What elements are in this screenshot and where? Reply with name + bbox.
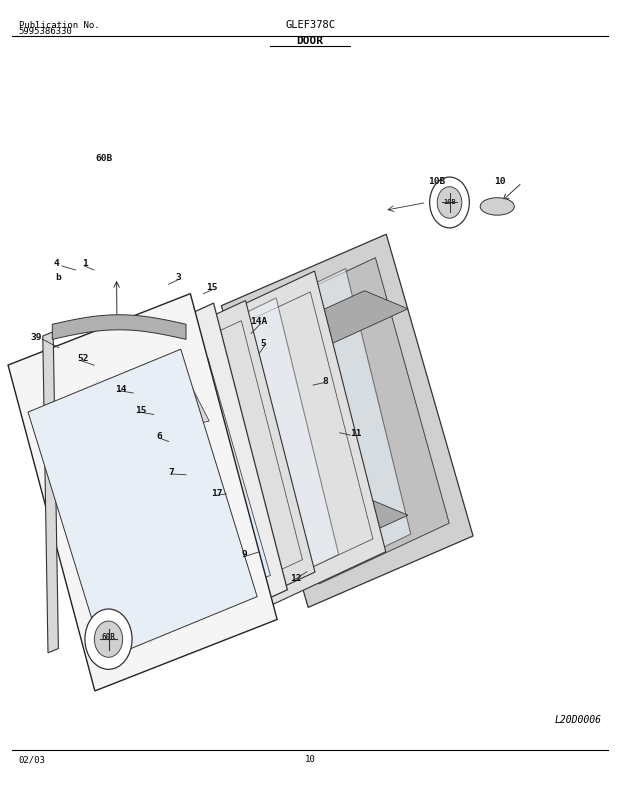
- Text: 12: 12: [290, 573, 302, 583]
- Text: 52: 52: [78, 354, 89, 364]
- Text: 11: 11: [350, 429, 362, 438]
- Polygon shape: [144, 379, 210, 431]
- Text: 15: 15: [135, 406, 147, 415]
- Text: 14: 14: [115, 384, 126, 394]
- Text: 3: 3: [175, 273, 181, 283]
- Text: 39: 39: [30, 333, 42, 342]
- Text: 8: 8: [323, 376, 329, 386]
- Text: 60B: 60B: [95, 154, 112, 164]
- Text: 10: 10: [494, 177, 506, 187]
- Text: 5: 5: [260, 338, 266, 348]
- Text: 02/03: 02/03: [19, 755, 45, 765]
- Polygon shape: [286, 497, 408, 551]
- Circle shape: [437, 187, 462, 218]
- Polygon shape: [216, 268, 410, 597]
- Text: 15: 15: [206, 283, 218, 292]
- Text: 6: 6: [156, 432, 162, 441]
- Polygon shape: [286, 291, 408, 345]
- Text: 60B: 60B: [102, 633, 115, 642]
- Text: 14A: 14A: [250, 317, 267, 326]
- Text: 4: 4: [53, 259, 59, 268]
- Text: 10B: 10B: [443, 198, 456, 205]
- Polygon shape: [8, 294, 277, 691]
- Text: 10B: 10B: [428, 176, 445, 186]
- Text: GLEF378C: GLEF378C: [285, 20, 335, 30]
- Ellipse shape: [480, 198, 514, 215]
- Text: eReplacementParts.com: eReplacementParts.com: [242, 416, 378, 426]
- Polygon shape: [246, 258, 449, 584]
- Text: Publication No.: Publication No.: [19, 21, 99, 30]
- Text: 17: 17: [211, 489, 223, 499]
- Polygon shape: [66, 303, 288, 657]
- Polygon shape: [151, 298, 339, 615]
- Polygon shape: [28, 349, 257, 660]
- Circle shape: [94, 621, 123, 657]
- Text: b: b: [55, 273, 61, 283]
- Text: DOOR: DOOR: [296, 36, 324, 46]
- Polygon shape: [107, 301, 315, 637]
- Polygon shape: [52, 314, 186, 339]
- Polygon shape: [43, 332, 58, 653]
- Text: 9: 9: [242, 549, 247, 559]
- Circle shape: [85, 609, 132, 669]
- Polygon shape: [172, 271, 386, 619]
- Polygon shape: [221, 234, 473, 607]
- Circle shape: [430, 177, 469, 228]
- Text: 7: 7: [169, 468, 174, 477]
- Text: 1: 1: [82, 259, 87, 268]
- Text: 10: 10: [304, 755, 316, 765]
- Text: L20D0006: L20D0006: [554, 715, 601, 725]
- Polygon shape: [83, 358, 270, 626]
- Text: 5995386330: 5995386330: [19, 27, 73, 37]
